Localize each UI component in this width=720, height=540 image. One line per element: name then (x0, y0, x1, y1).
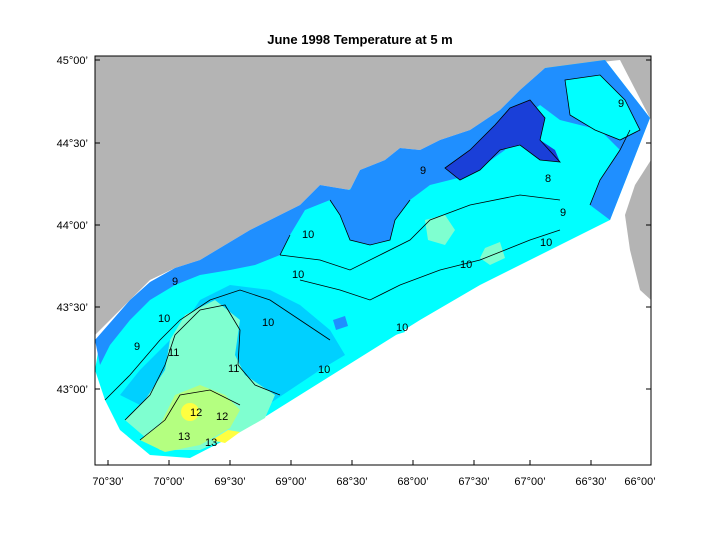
longitude-ticks: 70°30’ 70°00’ 69°30’ 69°00’ 68°30’ 68°00… (92, 476, 655, 488)
lon-tick-label: 70°00’ (153, 476, 184, 488)
contour-label: 11 (168, 347, 179, 359)
contour-label: 10 (292, 269, 304, 281)
contour-label: 9 (172, 276, 178, 288)
lon-tick-label: 66°00’ (624, 476, 655, 488)
contour-label: 13 (178, 431, 190, 443)
lon-tick-label: 69°30’ (214, 476, 245, 488)
contour-label: 11 (228, 363, 239, 375)
contour-label: 10 (460, 259, 472, 271)
lat-tick-label: 43°00’ (57, 384, 88, 396)
contour-label: 10 (318, 364, 330, 376)
lon-tick-label: 70°30’ (92, 476, 123, 488)
lon-tick-label: 68°30’ (336, 476, 367, 488)
latitude-ticks: 45°00’ 44°30’ 44°00’ 43°30’ 43°00’ (57, 55, 88, 396)
lon-tick-label: 67°30’ (458, 476, 489, 488)
contour-label: 12 (216, 411, 228, 423)
lat-tick-label: 43°30’ (57, 302, 88, 314)
contour-label: 10 (396, 322, 408, 334)
lat-tick-label: 44°00’ (57, 220, 88, 232)
lon-tick-label: 69°00’ (275, 476, 306, 488)
lat-tick-label: 44°30’ (57, 138, 88, 150)
lon-tick-label: 66°30’ (575, 476, 606, 488)
lon-tick-label: 67°00’ (514, 476, 545, 488)
contour-label: 12 (190, 407, 202, 419)
contour-label: 9 (560, 207, 566, 219)
land-mass (95, 56, 651, 335)
lon-tick-label: 68°00’ (397, 476, 428, 488)
contour-label: 9 (618, 98, 624, 110)
contour-label: 9 (420, 165, 426, 177)
contour-lines (104, 74, 641, 441)
contour-label: 10 (540, 237, 552, 249)
map-title: June 1998 Temperature at 5 m (267, 32, 453, 47)
contour-label: 10 (302, 229, 314, 241)
contour-label: 13 (205, 437, 217, 449)
contour-labels: 10 10 10 10 11 11 12 12 13 13 10 9 9 8 9… (134, 98, 624, 449)
lat-tick-label: 45°00’ (57, 55, 88, 67)
contour-label: 9 (134, 341, 140, 353)
contour-label: 10 (262, 317, 274, 329)
contour-label: 10 (158, 313, 170, 325)
contour-label: 8 (545, 173, 551, 185)
